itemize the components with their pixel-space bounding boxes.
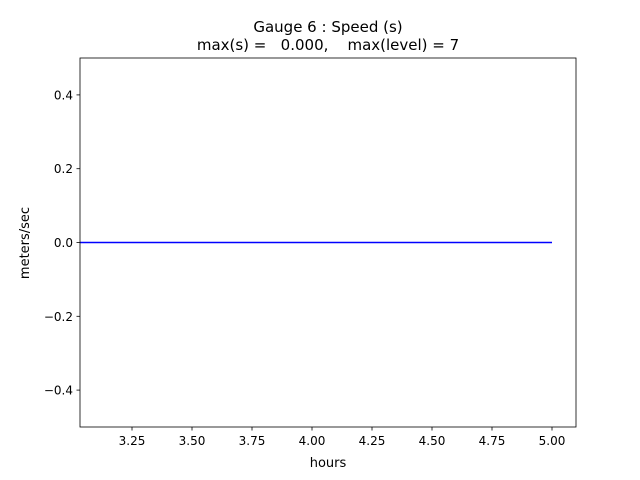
x-tick-label: 3.25 — [119, 434, 146, 448]
x-tick-label: 4.75 — [479, 434, 506, 448]
x-tick-label: 3.50 — [179, 434, 206, 448]
y-axis-label: meters/sec — [18, 207, 33, 279]
x-tick-label: 4.50 — [419, 434, 446, 448]
y-tick-label: −0.2 — [44, 310, 73, 324]
y-tick-label: 0.4 — [54, 88, 73, 102]
plot-frame — [79, 57, 577, 428]
x-tick-label: 4.00 — [299, 434, 326, 448]
y-tick-label: 0.0 — [54, 236, 73, 250]
x-tick-label: 4.25 — [359, 434, 386, 448]
x-tick-label: 5.00 — [539, 434, 566, 448]
chart-subtitle: max(s) = 0.000, max(level) = 7 — [197, 36, 459, 54]
x-axis-label: hours — [310, 456, 347, 471]
x-tick-label: 3.75 — [239, 434, 266, 448]
chart-title: Gauge 6 : Speed (s) — [253, 18, 402, 36]
y-tick-label: −0.4 — [44, 384, 73, 398]
y-tick-label: 0.2 — [54, 162, 73, 176]
